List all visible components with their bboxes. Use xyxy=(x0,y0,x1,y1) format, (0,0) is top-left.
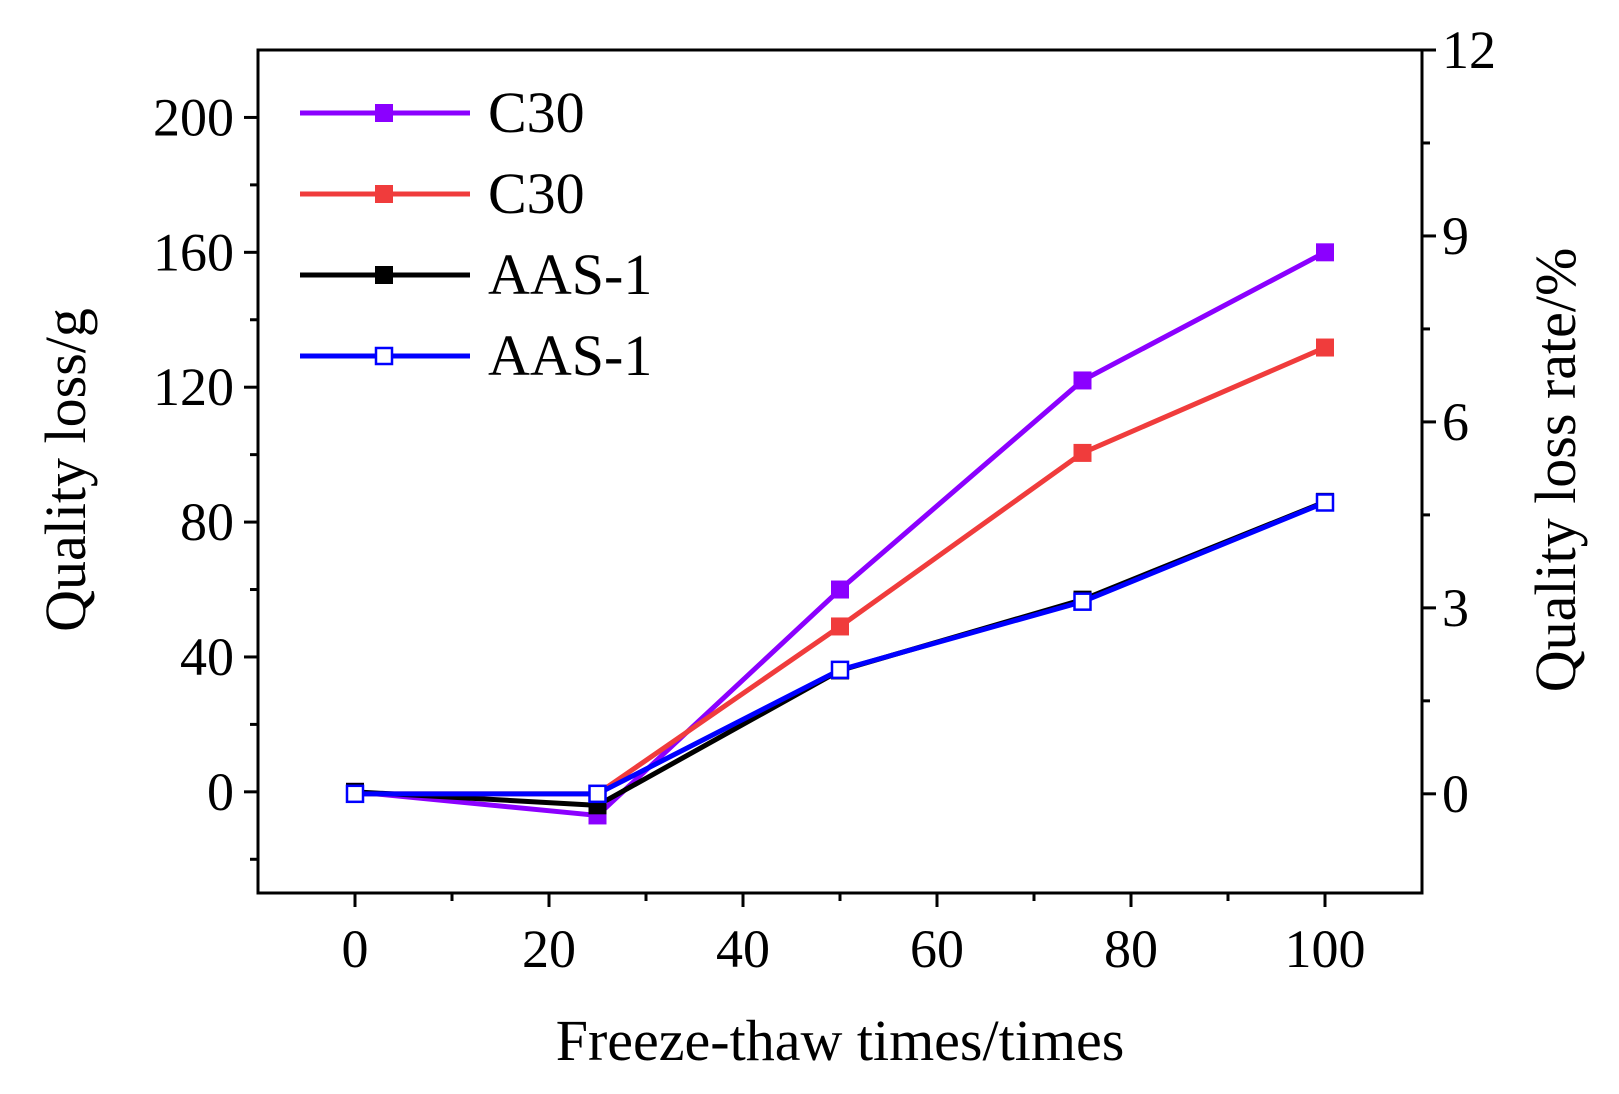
y2-axis-title: Quality loss rate/% xyxy=(1523,248,1588,693)
x-tick-label: 20 xyxy=(522,919,576,979)
y-axis-title: Quality loss/g xyxy=(33,308,98,632)
y-tick-label: 200 xyxy=(153,87,234,147)
legend-label-aas1-loss: AAS-1 xyxy=(488,242,652,307)
series-line-2 xyxy=(354,499,1326,808)
data-point xyxy=(588,784,607,804)
x-tick-label: 80 xyxy=(1104,919,1158,979)
data-point xyxy=(1316,243,1334,262)
y-tick-label: 120 xyxy=(153,357,234,417)
data-point xyxy=(831,580,849,599)
y2-tick-label: 6 xyxy=(1442,392,1469,452)
y2-tick-label: 3 xyxy=(1442,578,1469,638)
legend-marker-aas1-rate xyxy=(374,346,394,366)
x-tick-label: 100 xyxy=(1285,919,1366,979)
series-line-3 xyxy=(355,500,1326,797)
y2-tick-label: 9 xyxy=(1442,206,1469,266)
y-tick-label: 80 xyxy=(180,492,234,552)
tick-labels: 0 20 40 60 80 100 0 40 80 120 160 200 0 3 6 9 12 xyxy=(153,20,1496,979)
legend-marker-c30-rate xyxy=(375,185,393,203)
y-tick-label: 0 xyxy=(207,762,234,822)
data-point xyxy=(1316,338,1334,357)
plot-frame xyxy=(256,48,1424,895)
x-tick-label: 60 xyxy=(910,919,964,979)
y-tick-label: 40 xyxy=(180,627,234,687)
legend-label-aas1-rate: AAS-1 xyxy=(488,323,652,388)
data-point xyxy=(345,784,365,804)
data-point xyxy=(1315,493,1335,512)
axis-ticks xyxy=(244,48,1436,907)
x-axis-title: Freeze-thaw times/times xyxy=(556,1008,1125,1073)
legend: C30 C30 AAS-1 AAS-1 xyxy=(300,80,652,388)
data-point xyxy=(1073,592,1092,611)
x-tick-label: 40 xyxy=(716,919,770,979)
y2-tick-label: 0 xyxy=(1442,764,1469,824)
legend-marker-c30-loss xyxy=(375,104,393,122)
data-point xyxy=(1073,371,1092,390)
y-tick-label: 160 xyxy=(153,222,234,282)
legend-label-c30-rate: C30 xyxy=(488,161,585,226)
y2-tick-label: 12 xyxy=(1442,20,1496,80)
data-point xyxy=(831,617,849,636)
data-point xyxy=(830,660,850,680)
legend-label-c30-loss: C30 xyxy=(488,80,585,145)
legend-marker-aas1-loss xyxy=(375,266,393,284)
series-line-1 xyxy=(355,345,1326,797)
data-point xyxy=(1073,443,1092,462)
x-tick-label: 0 xyxy=(342,919,369,979)
series-markers xyxy=(345,243,1335,825)
